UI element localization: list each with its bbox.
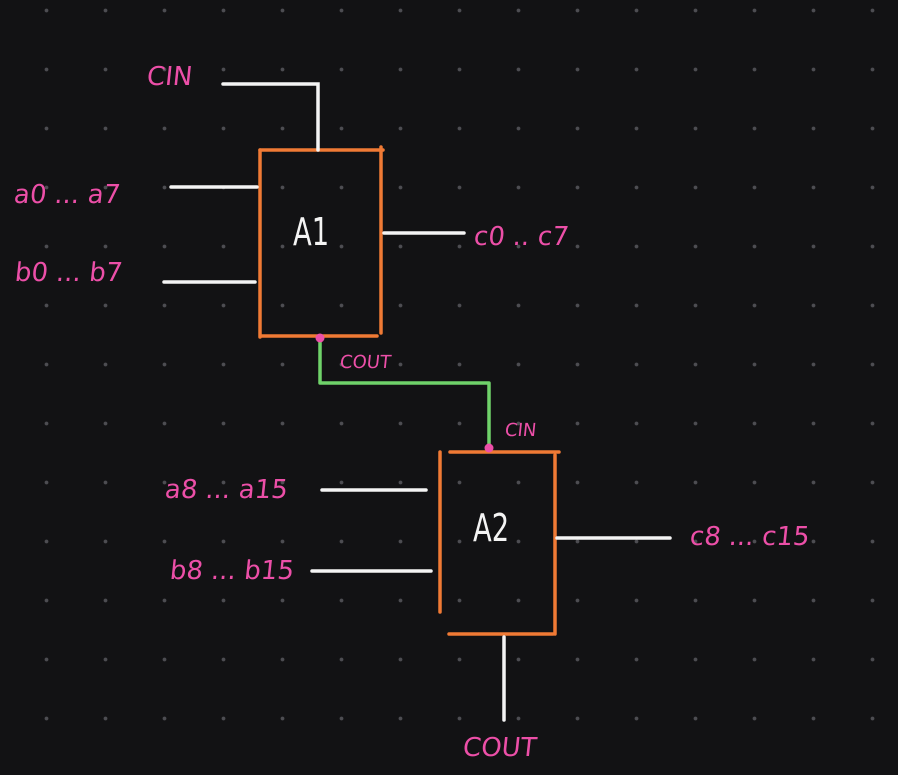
a1-cout-node bbox=[315, 333, 325, 343]
a2-output-label: c8 ... c15 bbox=[688, 522, 812, 552]
a1-cin-wire bbox=[221, 82, 320, 152]
a1-b-input-label: b0 ... b7 bbox=[13, 258, 124, 288]
a2-b-input-label: b8 ... b15 bbox=[168, 556, 296, 586]
carry-link-wire bbox=[318, 336, 491, 450]
a2-cout-label: COUT bbox=[461, 733, 539, 763]
a1-output-label: c0 .. c7 bbox=[472, 222, 571, 252]
block-a1 bbox=[258, 145, 385, 339]
a1-cin-label: CIN bbox=[145, 62, 194, 92]
block-a1-name: A1 bbox=[293, 210, 330, 254]
a2-cin-node bbox=[484, 443, 494, 453]
a1-cout-label: COUT bbox=[338, 352, 393, 373]
block-a2-name: A2 bbox=[473, 506, 510, 550]
block-a2 bbox=[438, 450, 561, 636]
a1-a-input-label: a0 ... a7 bbox=[12, 180, 122, 210]
a2-cin-label: CIN bbox=[503, 420, 538, 441]
a2-a-input-label: a8 ... a15 bbox=[163, 475, 290, 505]
